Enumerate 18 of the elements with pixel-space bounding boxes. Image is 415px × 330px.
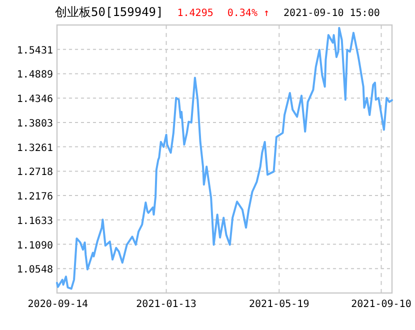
ytick: 1.3803 <box>16 118 53 130</box>
xtick: 2020-09-14 <box>28 299 88 310</box>
ytick: 1.1090 <box>16 240 53 252</box>
xtick: 2021-01-13 <box>136 299 196 310</box>
annotation: 0.34% ↑ <box>227 8 270 19</box>
annotation: 1.4295 <box>177 8 214 19</box>
ytick: 1.0548 <box>16 264 53 276</box>
ytick: 1.4346 <box>16 94 53 106</box>
ytick: 1.3261 <box>16 142 53 154</box>
xtick: 2021-05-19 <box>249 299 310 310</box>
title: 创业板50[159949] <box>55 5 164 19</box>
ytick: 1.2718 <box>16 167 53 178</box>
xtick: 2021-09-10 <box>351 299 412 310</box>
ytick: 1.1633 <box>16 216 53 227</box>
ytick: 1.5431 <box>16 45 53 56</box>
ytick: 1.2176 <box>16 192 53 203</box>
ytick: 1.4889 <box>16 70 53 81</box>
annotation: 2021-09-10 15:00 <box>284 8 380 19</box>
